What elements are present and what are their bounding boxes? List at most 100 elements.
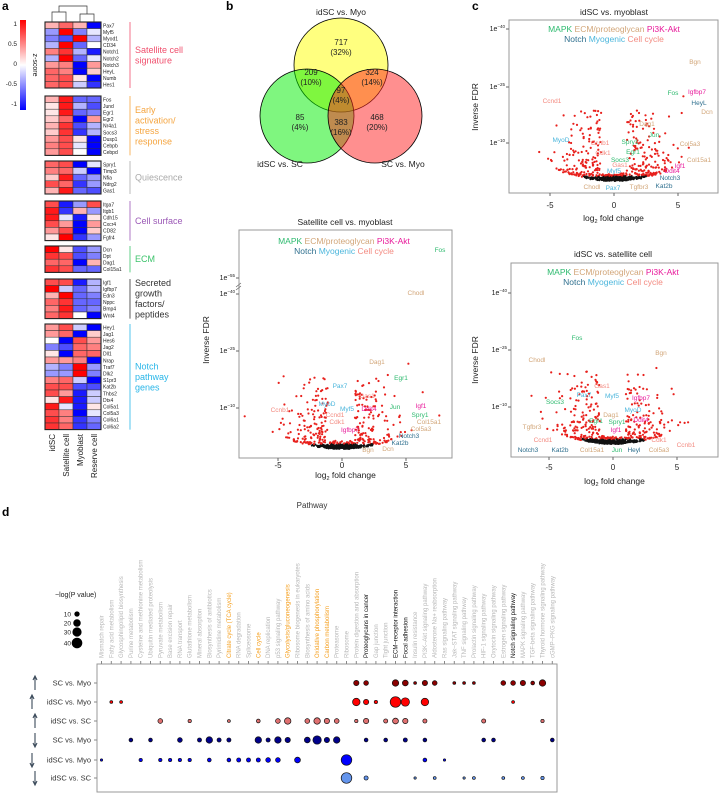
volcano-point (573, 114, 576, 117)
volcano-point (636, 402, 639, 405)
volcano-point (362, 446, 365, 449)
volcano-point (600, 111, 603, 114)
gene-annotation: Tgfbr3 (523, 424, 542, 431)
venn-region-count: 383 (334, 118, 348, 127)
volcano-point (635, 141, 638, 144)
heatmap-cell (72, 67, 88, 76)
volcano-point (638, 173, 641, 176)
group-label: growth (135, 289, 162, 299)
volcano-point (654, 173, 657, 176)
volcano-point (378, 439, 382, 442)
heatmap-cell (58, 343, 74, 351)
heatmap-cell (86, 258, 102, 267)
volcano-point (587, 176, 590, 179)
volcano-point (596, 418, 599, 421)
volcano-point (657, 154, 660, 157)
y-axis-label: Inverse FDR (470, 83, 480, 131)
volcano-point (622, 175, 625, 178)
pathway-label: Cysteine and methionine metabolism (139, 560, 145, 658)
volcano-point (649, 421, 652, 424)
volcano-point (645, 388, 649, 391)
heatmap-cell (58, 67, 74, 76)
gene-annotation: Fos (668, 90, 680, 97)
heatmap-group-frame (44, 21, 102, 89)
volcano-point (630, 439, 633, 442)
pathway-dot (304, 718, 311, 724)
volcano-point (286, 436, 289, 439)
pathway-label: Citrate cycle (TCA cycle) (227, 592, 233, 658)
volcano-point (629, 123, 632, 126)
volcano-point (644, 431, 648, 434)
volcano-point (374, 398, 377, 401)
volcano-point (580, 426, 583, 429)
volcano-point (581, 160, 584, 163)
heatmap-cell (72, 383, 88, 391)
volcano-point (584, 423, 587, 426)
volcano-point (640, 402, 643, 405)
volcano-point (326, 428, 329, 431)
y-tick-label: 1e−25 (492, 345, 508, 354)
volcano-point (643, 175, 646, 178)
group-label: factors/ (135, 299, 165, 309)
volcano-point (588, 420, 592, 423)
volcano-point (616, 179, 619, 182)
volcano-point (595, 437, 598, 440)
volcano-point (572, 122, 575, 125)
volcano-point (585, 149, 588, 153)
volcano-point (593, 160, 596, 163)
volcano-point (641, 127, 645, 130)
volcano-point (647, 403, 650, 406)
volcano-point (610, 437, 613, 441)
volcano-point (648, 135, 651, 138)
gene-label: Gas1 (103, 189, 115, 195)
volcano-point (634, 440, 638, 443)
gene-label: Dcn (103, 247, 112, 253)
pathway-dot (530, 680, 535, 686)
volcano-point (590, 403, 593, 406)
volcano-point (638, 431, 641, 434)
volcano-point (296, 437, 300, 440)
legend-entry: Notch (563, 277, 585, 287)
heatmap-cell (86, 108, 102, 117)
pathway-dot (392, 717, 399, 725)
comparison-label: idSC vs. SC (51, 774, 92, 783)
heatmap-cell (58, 227, 74, 235)
gene-annotation: Jun (390, 404, 401, 411)
volcano-point (365, 434, 368, 437)
volcano-point (312, 444, 315, 447)
volcano-point (530, 394, 533, 397)
volcano-plot: idSC vs. myoblast-5 0 51e−401e−251e−10Inve… (470, 7, 719, 225)
heatmap-cell (58, 48, 74, 56)
group-label: Cell surface (135, 216, 183, 226)
volcano-point (340, 444, 343, 447)
dendrogram (51, 5, 95, 22)
volcano-point (570, 172, 573, 175)
gene-label: Col6a2 (103, 424, 119, 430)
volcano-point (580, 433, 583, 436)
volcano-point (638, 385, 641, 389)
gene-label: Egr1 (103, 111, 114, 117)
volcano-point (316, 427, 319, 430)
gene-label: Fos (103, 97, 112, 103)
volcano-point (623, 439, 626, 442)
volcano-point (374, 390, 377, 393)
volcano-point (400, 434, 403, 437)
pathway-label: Base excision repair (168, 604, 174, 658)
heatmap-cell (86, 422, 102, 430)
volcano-point (656, 393, 659, 397)
volcano-point (650, 165, 653, 168)
volcano-point (301, 414, 304, 417)
volcano-point (360, 432, 363, 435)
volcano-point (652, 412, 655, 415)
gene-annotation: Notch3 (518, 447, 539, 454)
volcano-point (634, 146, 637, 149)
volcano-point (628, 165, 632, 168)
heatmap-cell (72, 61, 88, 69)
gene-annotation: Kat2b (656, 183, 673, 190)
volcano-point (322, 412, 325, 415)
venn-set-label: idSC vs. Myo (316, 7, 366, 17)
heatmap-cell (58, 135, 74, 143)
heatmap-cell (58, 409, 74, 417)
heatmap-cell (44, 102, 60, 110)
heatmap-cell (44, 135, 60, 143)
